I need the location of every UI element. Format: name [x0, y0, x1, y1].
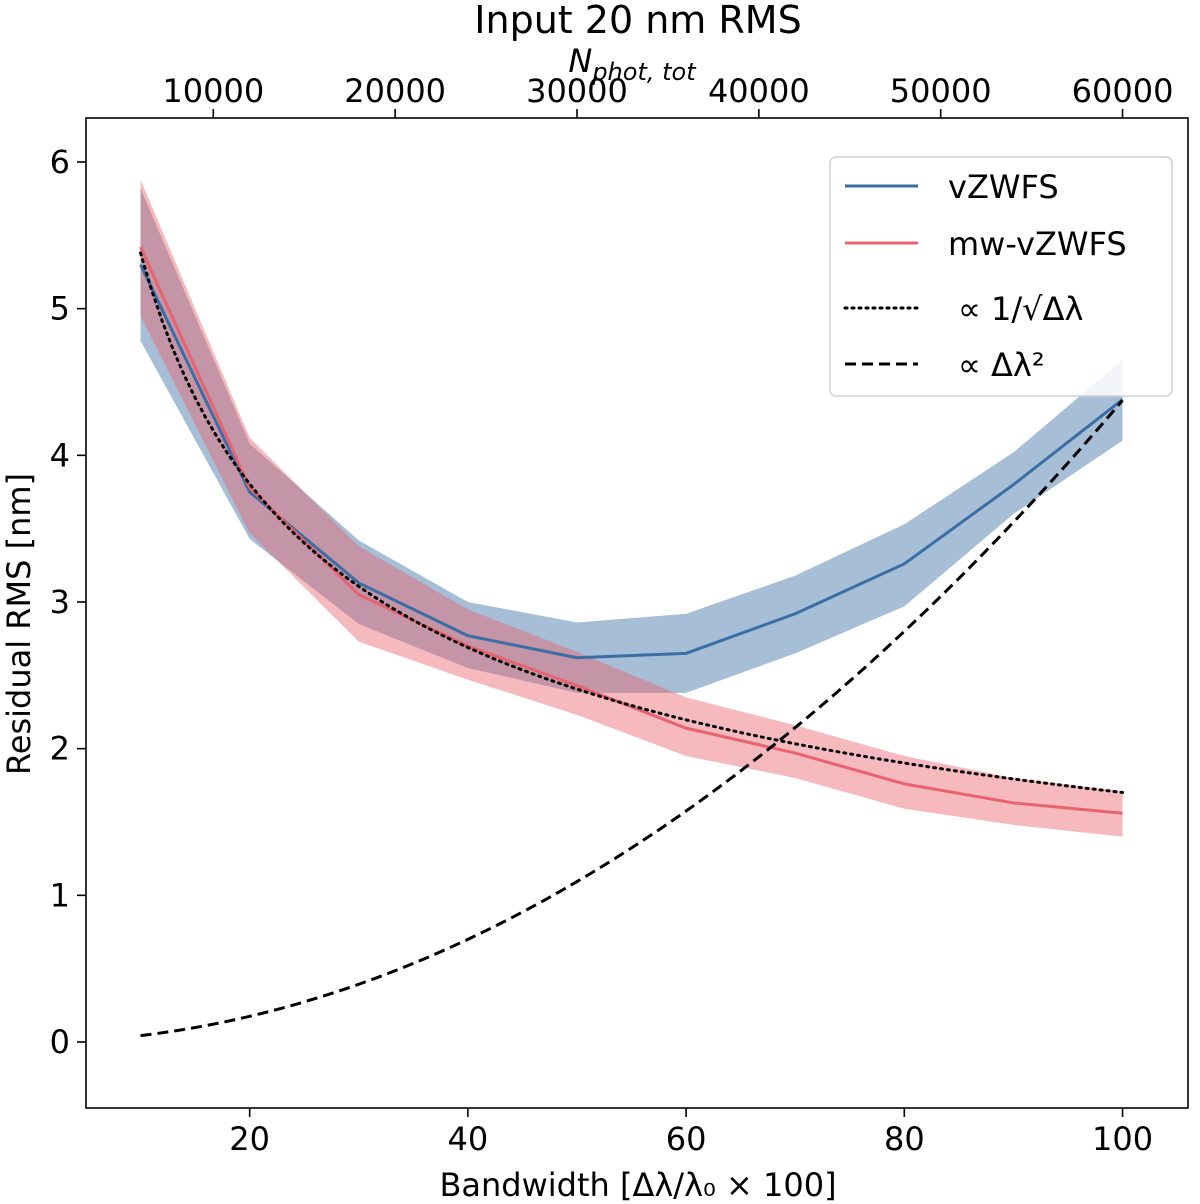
- y-tick-label: 3: [50, 583, 70, 621]
- legend: vZWFS mw-vZWFS ∝ 1/√Δλ ∝ Δλ²: [829, 156, 1173, 397]
- y-tick-label: 4: [50, 436, 70, 474]
- x-tick-label: 20: [229, 1120, 270, 1158]
- top-axis-ticks: 10000 20000 30000 40000 50000 60000: [162, 72, 1173, 118]
- line-sqrt-scaling: [139, 251, 1125, 794]
- plot-frame: [85, 117, 1189, 1109]
- line-vzwfs: [139, 264, 1124, 660]
- top-tick-label: 40000: [708, 72, 810, 110]
- legend-label-mw-vzwfs: mw-vZWFS: [948, 225, 1127, 263]
- legend-label-square: ∝ Δλ²: [958, 346, 1045, 384]
- band-vzwfs: [140, 188, 1123, 693]
- top-axis-label: Nphot, tot: [568, 42, 697, 86]
- y-axis-label: Residual RMS [nm]: [0, 473, 38, 775]
- y-tick-label: 2: [50, 730, 70, 768]
- y-axis-ticks: 0 1 2 3 4 5 6: [50, 143, 86, 1061]
- x-axis-ticks: 20 40 60 80 100: [229, 1108, 1153, 1158]
- x-tick-label: 80: [884, 1120, 925, 1158]
- top-tick-label: 30000: [526, 72, 628, 110]
- top-tick-label: 10000: [162, 72, 264, 110]
- top-tick-label: 50000: [890, 72, 992, 110]
- y-tick-label: 6: [50, 143, 70, 181]
- x-axis-label: Bandwidth [Δλ/λ₀ × 100]: [439, 1166, 836, 1204]
- x-tick-label: 60: [666, 1120, 707, 1158]
- legend-label-sqrt: ∝ 1/√Δλ: [958, 290, 1083, 328]
- x-tick-label: 40: [448, 1120, 489, 1158]
- y-tick-label: 1: [50, 876, 70, 914]
- line-square-scaling: [140, 399, 1124, 1038]
- series-lines: [139, 246, 1125, 1038]
- legend-label-vzwfs: vZWFS: [948, 168, 1059, 206]
- chart-title: Input 20 nm RMS: [474, 0, 801, 42]
- y-tick-label: 0: [50, 1023, 70, 1061]
- x-tick-label: 100: [1092, 1120, 1153, 1158]
- top-tick-label: 20000: [344, 72, 446, 110]
- top-tick-label: 60000: [1072, 72, 1174, 110]
- y-tick-label: 5: [50, 290, 70, 328]
- legend-box: [829, 156, 1173, 397]
